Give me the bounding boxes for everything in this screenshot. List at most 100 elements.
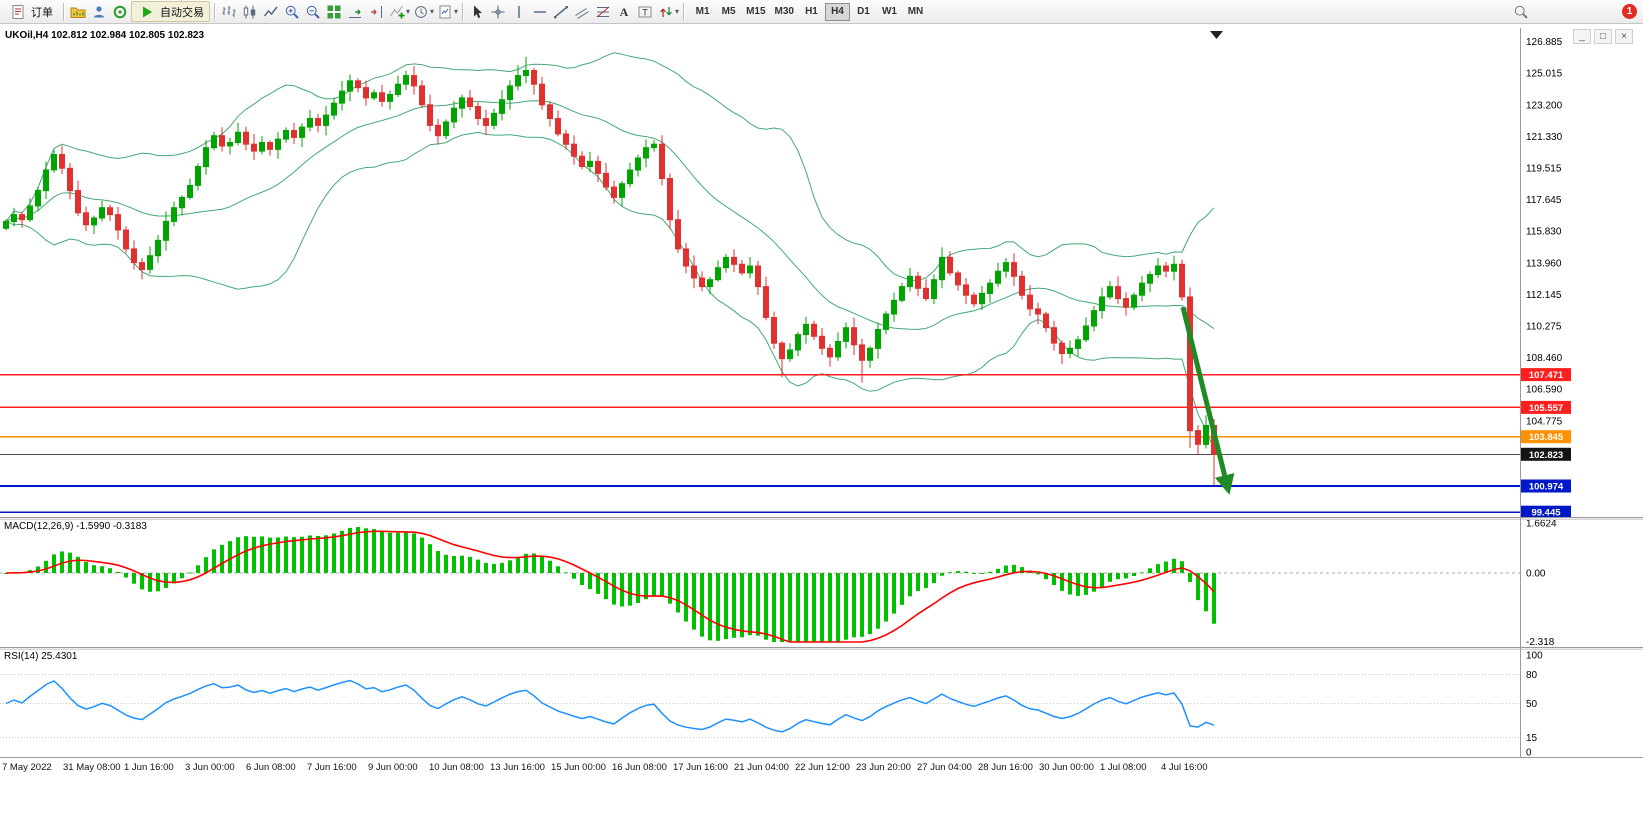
price-axis-label: 123.200 bbox=[1526, 100, 1563, 111]
time-axis-label: 15 Jun 00:00 bbox=[551, 762, 606, 773]
bollinger-lower-band[interactable] bbox=[5, 131, 1215, 450]
timeframe-button-M5[interactable]: M5 bbox=[721, 6, 736, 17]
rsi-panel[interactable]: 100 80 50 15 0 bbox=[0, 650, 1643, 756]
timeframe-button-W1[interactable]: W1 bbox=[881, 6, 897, 17]
cursor-icon[interactable] bbox=[467, 2, 487, 22]
line-chart-icon[interactable] bbox=[261, 2, 281, 22]
panel-separator[interactable] bbox=[0, 517, 1643, 520]
timeframe-buttons: M1 M5 M15 M30 H1 H4 D1 W1 MN bbox=[690, 2, 928, 21]
time-axis-label: 28 Jun 16:00 bbox=[978, 762, 1033, 773]
price-axis-label: 119.515 bbox=[1526, 164, 1562, 175]
time-axis-label: 21 Jun 04:00 bbox=[734, 762, 789, 773]
timeframe-button-M1[interactable]: M1 bbox=[695, 6, 710, 17]
market-watch-icon[interactable] bbox=[110, 2, 130, 22]
time-axis-label: 10 Jun 08:00 bbox=[429, 762, 484, 773]
tile-windows-icon[interactable] bbox=[324, 2, 344, 22]
minimize-button[interactable]: _ bbox=[1573, 29, 1591, 44]
restore-button[interactable]: □ bbox=[1594, 29, 1612, 44]
separator bbox=[462, 2, 464, 21]
zoom-out-icon[interactable] bbox=[303, 2, 323, 22]
trend-arrow[interactable] bbox=[1180, 306, 1235, 495]
templates-dropdown-caret[interactable]: ▾ bbox=[454, 7, 459, 16]
arrows-objects-icon[interactable] bbox=[656, 2, 676, 22]
resistance-line-1-badge bbox=[1521, 368, 1571, 382]
resistance-line-2-badge-label: 105.557 bbox=[1529, 403, 1563, 414]
arrows-dropdown-caret[interactable]: ▾ bbox=[675, 7, 680, 16]
notification-badge[interactable]: 1 bbox=[1622, 4, 1637, 19]
orange-level-line-badge bbox=[1521, 430, 1571, 444]
timeframe-button-MN[interactable]: MN bbox=[907, 6, 924, 17]
text-label-icon[interactable]: T bbox=[635, 2, 655, 22]
bars-chart-icon[interactable] bbox=[219, 2, 239, 22]
separator bbox=[683, 2, 685, 21]
new-order-button[interactable]: 订单 bbox=[2, 1, 59, 22]
add-indicator-icon[interactable] bbox=[387, 2, 407, 22]
time-axis-label: 22 Jun 12:00 bbox=[795, 762, 850, 773]
candlesticks-layer[interactable] bbox=[3, 56, 1217, 486]
time-axis-label: 13 Jun 16:00 bbox=[490, 762, 545, 773]
time-axis-label: 1 Jun 16:00 bbox=[124, 762, 174, 773]
timeframe-button-D1[interactable]: D1 bbox=[857, 6, 870, 17]
panel-separator[interactable] bbox=[0, 647, 1643, 650]
time-axis-label: 17 Jun 16:00 bbox=[673, 762, 728, 773]
toolbar: 订单 自动交易 ▾ ▾ ▾ A T ▾ bbox=[0, 0, 1643, 24]
autotrading-label: 自动交易 bbox=[160, 6, 204, 19]
vertical-line-icon[interactable] bbox=[509, 2, 529, 22]
price-axis-label: 112.145 bbox=[1526, 290, 1562, 301]
support-line-2-badge bbox=[1521, 505, 1571, 518]
text-icon[interactable]: A bbox=[614, 2, 634, 22]
price-axis-label: 106.590 bbox=[1526, 385, 1563, 396]
new-chart-icon[interactable] bbox=[68, 2, 88, 22]
time-axis-label: 1 Jul 08:00 bbox=[1100, 762, 1147, 773]
chart-shift-icon[interactable] bbox=[366, 2, 386, 22]
timeframe-button-H4[interactable]: H4 bbox=[824, 2, 850, 21]
trendline-icon[interactable] bbox=[551, 2, 571, 22]
price-axis-label: 126.885 bbox=[1526, 37, 1563, 48]
price-axis-label: 121.330 bbox=[1526, 132, 1563, 143]
new-order-icon bbox=[8, 2, 28, 22]
timeframe-button-H1[interactable]: H1 bbox=[805, 6, 818, 17]
horizontal-line-icon[interactable] bbox=[530, 2, 550, 22]
timeframe-button-M30[interactable]: M30 bbox=[774, 6, 794, 17]
time-axis-label: 4 Jul 16:00 bbox=[1161, 762, 1208, 773]
time-axis-label: 27 Jun 04:00 bbox=[917, 762, 972, 773]
time-axis-label: 7 May 2022 bbox=[2, 762, 52, 773]
new-order-label: 订单 bbox=[31, 6, 53, 19]
bollinger-middle-band[interactable] bbox=[5, 100, 1215, 330]
timeframe-button-M15[interactable]: M15 bbox=[746, 6, 766, 17]
bollinger-upper-band[interactable] bbox=[5, 52, 1215, 282]
current-price-line-badge-label: 102.823 bbox=[1529, 450, 1563, 461]
candlestick-chart-icon[interactable] bbox=[240, 2, 260, 22]
zoom-in-icon[interactable] bbox=[282, 2, 302, 22]
crosshair-icon[interactable] bbox=[488, 2, 508, 22]
periods-dropdown-caret[interactable]: ▾ bbox=[430, 7, 435, 16]
resistance-line-1-badge-label: 107.471 bbox=[1529, 370, 1564, 381]
indicator-dropdown-caret[interactable]: ▾ bbox=[406, 7, 411, 16]
auto-scroll-icon[interactable] bbox=[345, 2, 365, 22]
rsi-axis-label: 100 bbox=[1526, 651, 1543, 662]
macd-label: MACD(12,26,9) -1.5990 -0.3183 bbox=[4, 521, 147, 532]
macd-panel[interactable]: 1.6624 0.00 -2.318 bbox=[0, 520, 1643, 647]
resistance-line-2-badge bbox=[1521, 400, 1571, 414]
profiles-icon[interactable] bbox=[89, 2, 109, 22]
price-axis-label: 117.645 bbox=[1526, 195, 1562, 206]
macd-axis-label: -2.318 bbox=[1526, 637, 1555, 647]
macd-axis-label: 1.6624 bbox=[1526, 520, 1557, 530]
periods-icon[interactable] bbox=[411, 2, 431, 22]
chart-window-controls: _ □ × bbox=[1573, 29, 1633, 44]
macd-axis-label: 0.00 bbox=[1526, 569, 1546, 580]
svg-text:A: A bbox=[620, 5, 629, 19]
templates-icon[interactable] bbox=[435, 2, 455, 22]
price-axis-label: 115.830 bbox=[1526, 227, 1562, 238]
close-button[interactable]: × bbox=[1615, 29, 1633, 44]
fibonacci-icon[interactable] bbox=[593, 2, 613, 22]
support-line-1-badge-label: 100.974 bbox=[1529, 482, 1564, 493]
time-axis-label: 7 Jun 16:00 bbox=[307, 762, 357, 773]
rsi-axis-label: 15 bbox=[1526, 733, 1538, 744]
macd-histogram bbox=[4, 527, 1216, 642]
price-chart-panel[interactable]: 126.885 125.015 123.200 121.330 119.515 117.6… bbox=[0, 28, 1643, 518]
search-icon[interactable] bbox=[1513, 4, 1529, 20]
equidistant-channel-icon[interactable] bbox=[572, 2, 592, 22]
autotrading-button[interactable]: 自动交易 bbox=[131, 1, 210, 22]
time-axis[interactable]: 7 May 2022 31 May 08:00 1 Jun 16:00 3 Jun 0… bbox=[0, 757, 1643, 779]
